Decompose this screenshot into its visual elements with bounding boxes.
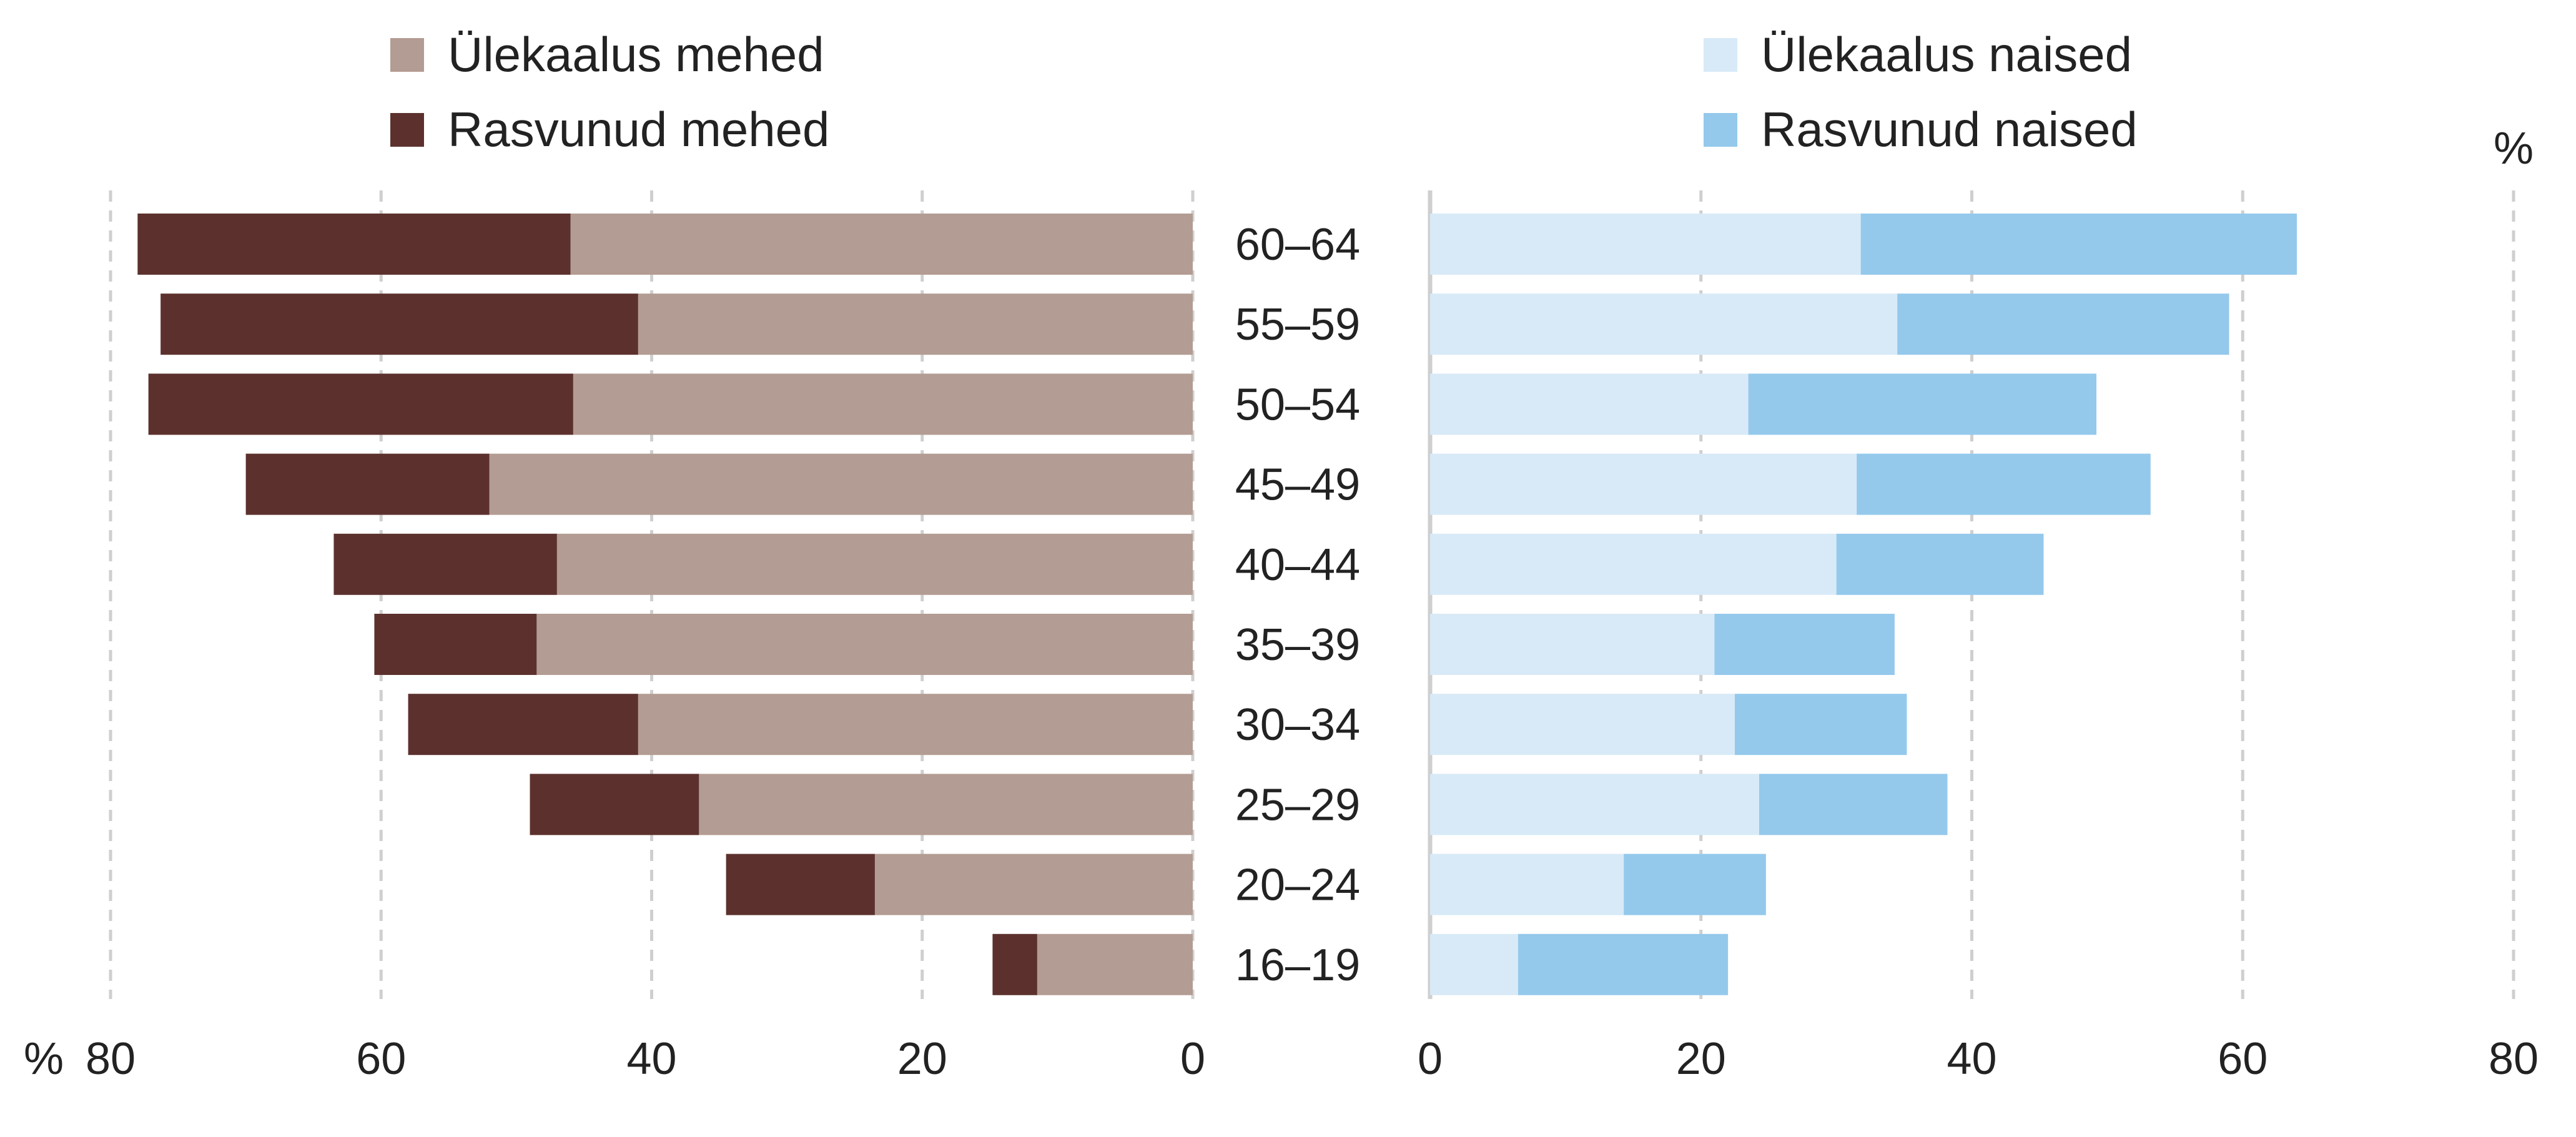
bar-overweight-women-50–54 <box>1430 373 1749 435</box>
axis-tick-labels: 80 60 40 20 0 0 20 40 60 80%% <box>24 124 2539 1084</box>
legend-label: Ülekaalus mehed <box>448 27 824 82</box>
bar-obese-women-30–34 <box>1734 694 1907 756</box>
bar-overweight-men-35–39 <box>536 614 1193 675</box>
legend-swatch <box>390 38 424 72</box>
bar-obese-women-50–54 <box>1748 373 2097 435</box>
age-group-labels: 60–64 55–59 50–54 45–49 40–44 35–39 30–34 25–29… <box>1235 220 1360 990</box>
bar-overweight-women-55–59 <box>1430 293 1898 355</box>
bar-obese-men-60–64 <box>137 214 571 275</box>
legend-label: Rasvunud mehed <box>448 102 829 157</box>
bar-obese-women-60–64 <box>1860 214 2297 275</box>
bar-obese-men-35–39 <box>374 614 537 675</box>
bar-overweight-women-60–64 <box>1430 214 1861 275</box>
tick-label-men: 60 <box>356 1034 406 1084</box>
age-label: 25–29 <box>1235 780 1360 830</box>
bar-obese-women-55–59 <box>1897 293 2229 355</box>
unit-label-men: % <box>24 1034 64 1084</box>
bar-overweight-men-40–44 <box>556 533 1193 595</box>
age-label: 50–54 <box>1235 380 1360 430</box>
tick-label-women: 60 <box>2218 1034 2268 1084</box>
tick-label-men: 20 <box>897 1034 947 1084</box>
age-label: 35–39 <box>1235 620 1360 670</box>
bar-obese-men-40–44 <box>333 533 557 595</box>
bar-obese-men-25–29 <box>530 774 699 835</box>
women-bars <box>1430 214 2297 995</box>
bar-overweight-men-16–19 <box>1037 933 1193 995</box>
age-label: 30–34 <box>1235 700 1360 750</box>
tick-label-men: 40 <box>626 1034 676 1084</box>
bar-obese-women-25–29 <box>1759 774 1948 835</box>
bar-overweight-women-30–34 <box>1430 694 1735 756</box>
tick-label-women: 0 <box>1418 1034 1443 1084</box>
bar-overweight-men-30–34 <box>638 694 1193 756</box>
age-label: 16–19 <box>1235 940 1360 990</box>
legend: Ülekaalus mehed Rasvunud mehed Ülekaalus n… <box>390 27 2138 157</box>
men-bars <box>137 214 1193 995</box>
bar-overweight-women-45–49 <box>1430 453 1857 515</box>
legend-obese-women: Rasvunud naised <box>1704 102 2138 157</box>
age-label: 40–44 <box>1235 540 1360 590</box>
bar-obese-men-16–19 <box>992 933 1037 995</box>
bar-obese-men-20–24 <box>726 854 875 915</box>
tick-label-men: 0 <box>1180 1034 1205 1084</box>
bar-obese-men-30–34 <box>408 694 638 756</box>
tick-label-women: 20 <box>1676 1034 1726 1084</box>
legend-swatch <box>1704 38 1737 72</box>
bar-overweight-men-55–59 <box>638 293 1193 355</box>
bar-obese-women-35–39 <box>1714 614 1895 675</box>
legend-swatch <box>1704 113 1737 147</box>
bar-overweight-women-25–29 <box>1430 774 1760 835</box>
bar-overweight-women-40–44 <box>1430 533 1837 595</box>
age-label: 20–24 <box>1235 860 1360 910</box>
bar-obese-women-16–19 <box>1517 933 1729 995</box>
bar-overweight-men-60–64 <box>570 214 1193 275</box>
bar-obese-men-50–54 <box>148 373 573 435</box>
bar-obese-men-45–49 <box>245 453 490 515</box>
bar-overweight-men-45–49 <box>489 453 1193 515</box>
legend-overweight-women: Ülekaalus naised <box>1704 27 2132 82</box>
legend-overweight-men: Ülekaalus mehed <box>390 27 824 82</box>
age-label: 55–59 <box>1235 300 1360 350</box>
bar-obese-women-20–24 <box>1624 854 1766 915</box>
legend-label: Rasvunud naised <box>1761 102 2138 157</box>
bar-overweight-women-35–39 <box>1430 614 1715 675</box>
bar-overweight-men-25–29 <box>699 774 1193 835</box>
legend-label: Ülekaalus naised <box>1761 27 2132 82</box>
bar-obese-women-40–44 <box>1836 533 2044 595</box>
age-label: 60–64 <box>1235 220 1360 270</box>
tick-label-women: 80 <box>2489 1034 2539 1084</box>
tick-label-women: 40 <box>1947 1034 1996 1084</box>
unit-label-women: % <box>2494 124 2534 174</box>
bar-obese-men-55–59 <box>160 293 638 355</box>
bar-overweight-women-16–19 <box>1430 933 1518 995</box>
bar-overweight-men-50–54 <box>573 373 1193 435</box>
bar-overweight-women-20–24 <box>1430 854 1624 915</box>
tick-label-men: 80 <box>86 1034 136 1084</box>
bar-obese-women-45–49 <box>1857 453 2151 515</box>
legend-swatch <box>390 113 424 147</box>
legend-obese-men: Rasvunud mehed <box>390 102 829 157</box>
age-label: 45–49 <box>1235 460 1360 510</box>
bar-overweight-men-20–24 <box>874 854 1193 915</box>
